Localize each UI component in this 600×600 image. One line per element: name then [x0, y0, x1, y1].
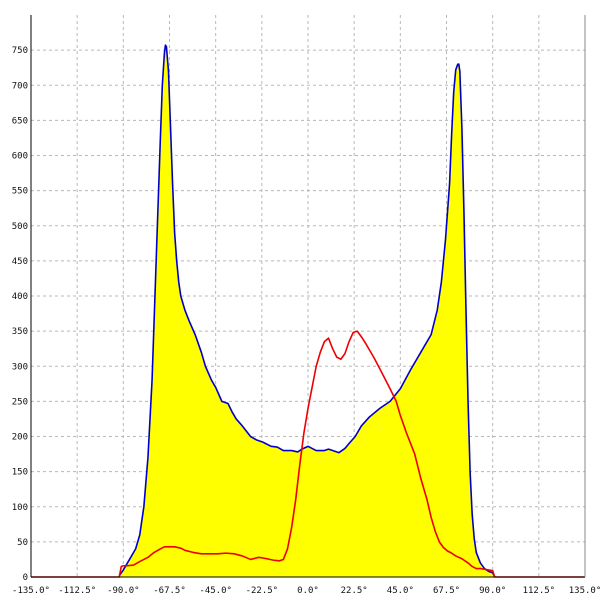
- y-tick-label: 450: [12, 257, 28, 267]
- x-tick-label: 67.5°: [433, 586, 460, 596]
- y-tick-label: 500: [12, 222, 28, 232]
- y-tick-label: 550: [12, 187, 28, 197]
- x-tick-label: -90.0°: [107, 586, 140, 596]
- y-tick-label: 50: [17, 538, 28, 548]
- x-tick-label: 90.0°: [479, 586, 506, 596]
- axis-layer: [30, 15, 586, 578]
- y-tick-label: 700: [12, 81, 28, 91]
- x-tick-label: 135.0°: [569, 586, 600, 596]
- y-tick-label: 100: [12, 503, 28, 513]
- x-tick-label: 22.5°: [341, 586, 368, 596]
- y-tick-label: 400: [12, 292, 28, 302]
- x-tick-label: -112.5°: [58, 586, 96, 596]
- x-tick-label: -135.0°: [12, 586, 50, 596]
- x-tick-label: -22.5°: [246, 586, 279, 596]
- y-tick-label: 600: [12, 152, 28, 162]
- y-tick-label: 300: [12, 362, 28, 372]
- y-tick-label: 350: [12, 327, 28, 337]
- x-tick-label: -67.5°: [153, 586, 186, 596]
- y-tick-label: 250: [12, 397, 28, 407]
- y-tick-label: 200: [12, 433, 28, 443]
- tick-label-layer: 0 50 100 150 200 250 300 350 400 450 500 550 600 650 7…: [12, 46, 600, 596]
- x-tick-label: -45.0°: [199, 586, 232, 596]
- x-tick-label: 45.0°: [387, 586, 414, 596]
- y-tick-label: 0: [23, 573, 28, 583]
- y-tick-label: 150: [12, 468, 28, 478]
- y-tick-label: 650: [12, 116, 28, 126]
- series-1-line: [31, 330, 585, 578]
- series-layer: [31, 44, 585, 578]
- x-tick-label: 0.0°: [297, 586, 319, 596]
- x-tick-label: 112.5°: [523, 586, 556, 596]
- y-tick-label: 750: [12, 46, 28, 56]
- series-0-area: [119, 45, 495, 577]
